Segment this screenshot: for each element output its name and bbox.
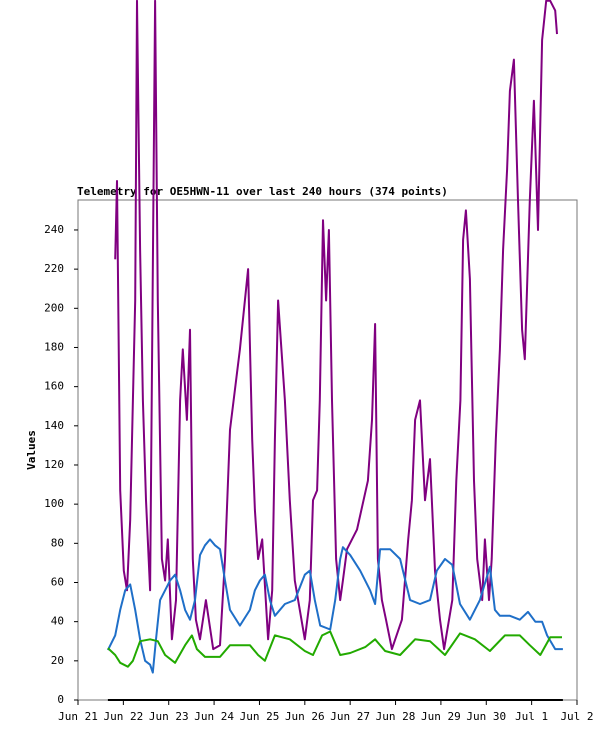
- x-tick-label: Jun 27: [330, 710, 370, 723]
- x-tick-label: Jun 29: [421, 710, 461, 723]
- data-line: [107, 630, 562, 668]
- x-tick-label: Jun 28: [376, 710, 416, 723]
- x-tick-label: Jun 24: [194, 710, 234, 723]
- y-tick-label: 20: [51, 654, 64, 667]
- chart-title: Telemetry for OE5HWN-11 over last 240 ho…: [77, 185, 448, 198]
- x-tick-label: Jun 21: [58, 710, 98, 723]
- x-tick-label: Jun 23: [149, 710, 189, 723]
- x-tick-label: Jul 1: [515, 710, 548, 723]
- y-tick-label: 160: [44, 380, 64, 393]
- y-tick-label: 200: [44, 301, 64, 314]
- y-tick-label: 180: [44, 340, 64, 353]
- y-tick-label: 40: [51, 615, 64, 628]
- y-axis-label: Values: [25, 430, 38, 470]
- y-tick-label: 220: [44, 262, 64, 275]
- y-tick-label: 120: [44, 458, 64, 471]
- x-tick-label: Jun 22: [103, 710, 143, 723]
- x-tick-label: Jun 30: [466, 710, 506, 723]
- y-tick-label: 0: [57, 693, 64, 706]
- y-tick-label: 140: [44, 419, 64, 432]
- data-line: [114, 0, 558, 651]
- y-tick-label: 60: [51, 575, 64, 588]
- y-tick-label: 80: [51, 536, 64, 549]
- x-tick-label: Jun 25: [240, 710, 280, 723]
- y-tick-label: 100: [44, 497, 64, 510]
- y-tick-label: 240: [44, 223, 64, 236]
- data-line: [107, 538, 563, 674]
- x-tick-label: Jul 2: [560, 710, 593, 723]
- x-tick-label: Jun 26: [285, 710, 325, 723]
